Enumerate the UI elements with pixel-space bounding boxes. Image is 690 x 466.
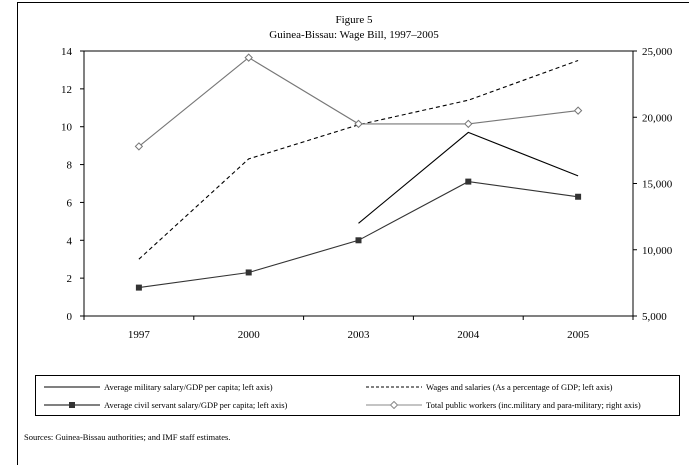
series-layer: [134, 53, 583, 291]
series-3-point: [464, 119, 473, 129]
series-2-point: [245, 269, 252, 276]
right-axis-tick-label: 25,000: [642, 46, 673, 58]
left-axis-tick-label: 14: [61, 46, 73, 58]
legend: Average military salary/GDP per capita; …: [35, 375, 680, 416]
legend-line-square-icon: [44, 402, 100, 408]
chart-title: Figure 5: [336, 14, 373, 26]
series-3-point: [573, 106, 583, 115]
chart-subtitle: Guinea-Bissau: Wage Bill, 1997–2005: [269, 29, 439, 41]
left-axis-tick-label: 12: [61, 84, 72, 96]
left-axis-tick-label: 2: [67, 273, 73, 285]
legend-line-diamond-icon: [366, 401, 422, 409]
chart-frame: [17, 2, 689, 465]
series-line-2: [138, 181, 579, 289]
left-axis-tick-label: 6: [67, 197, 73, 209]
x-axis-tick-label: 2000: [238, 329, 261, 341]
legend-item-wages: Wages and salaries (As a percentage of G…: [366, 379, 612, 395]
series-line-3: [138, 56, 579, 147]
legend-label-workers: Total public workers (inc.military and p…: [426, 400, 641, 410]
left-axis-tick-label: 10: [61, 122, 73, 134]
series-line-1: [138, 59, 579, 260]
series-3-point: [244, 53, 253, 62]
right-axis-tick-label: 20,000: [642, 112, 673, 124]
left-axis-tick-label: 8: [67, 160, 73, 172]
right-axis-tick-label: 10,000: [642, 245, 673, 257]
series-3-point: [134, 142, 144, 151]
x-axis-tick-label: 2003: [348, 329, 371, 341]
axes: 0 2 4 6 8 10 12 14 5,000 10,000 15,000 20,000 25,000…: [61, 46, 673, 341]
legend-line-solid-icon: [44, 386, 100, 388]
x-axis-tick-label: 1997: [128, 329, 151, 341]
series-2-point: [135, 284, 142, 291]
legend-line-dashed-icon: [366, 386, 422, 388]
legend-label-civil: Average civil servant salary/GDP per cap…: [104, 400, 288, 410]
series-2-point: [465, 178, 472, 185]
series-2-point: [355, 237, 362, 244]
right-axis-tick-label: 5,000: [642, 311, 667, 323]
left-axis-tick-label: 4: [67, 235, 73, 247]
legend-label-military: Average military salary/GDP per capita; …: [104, 382, 273, 392]
legend-label-wages: Wages and salaries (As a percentage of G…: [426, 382, 613, 392]
legend-item-workers: Total public workers (inc.military and p…: [366, 397, 641, 413]
source-note: Sources: Guinea-Bissau authorities; and …: [24, 432, 231, 442]
series-line-0: [358, 131, 579, 224]
right-axis-tick-label: 15,000: [642, 179, 673, 191]
legend-item-civil: Average civil servant salary/GDP per cap…: [44, 397, 287, 413]
series-3-point: [354, 119, 363, 129]
legend-item-military: Average military salary/GDP per capita; …: [44, 379, 273, 395]
series-2-point: [575, 193, 582, 200]
x-axis-tick-label: 2004: [457, 329, 480, 341]
x-axis-tick-label: 2005: [567, 329, 590, 341]
plot-area-border: [83, 50, 634, 317]
left-axis-tick-label: 0: [67, 311, 73, 323]
